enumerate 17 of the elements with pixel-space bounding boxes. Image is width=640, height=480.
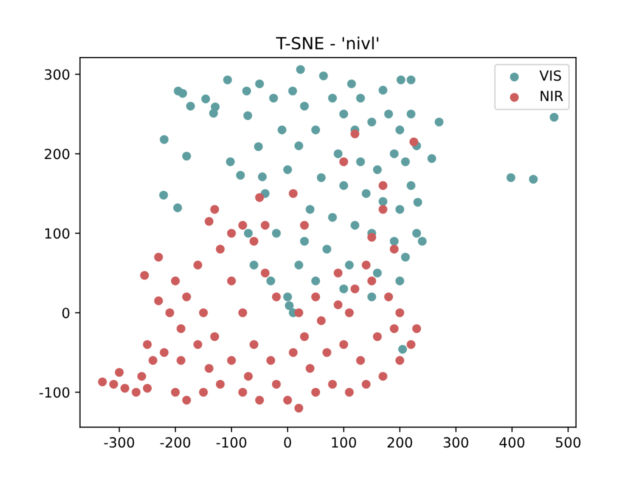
y-tick-label: -100 [39, 387, 70, 398]
chart-title: T-SNE - 'nivl' [276, 36, 378, 50]
y-tick-label: 200 [44, 148, 70, 160]
legend-label: VIS [539, 70, 561, 81]
y-tick-label: 300 [44, 69, 70, 80]
x-tick-label: 0 [284, 437, 292, 448]
x-tick-label: -200 [160, 437, 190, 448]
x-tick-label: 500 [556, 437, 580, 448]
y-tick-label: 100 [45, 228, 70, 239]
x-tick-label: -100 [216, 437, 246, 448]
legend-label: NIR [540, 90, 564, 102]
x-tick-label: 200 [388, 437, 412, 448]
y-tick-label: 0 [62, 308, 70, 318]
x-tick-label: -300 [104, 437, 134, 448]
x-tick-label: 400 [499, 437, 524, 448]
x-tick-label: 300 [444, 437, 468, 448]
x-tick-label: 100 [332, 437, 356, 448]
